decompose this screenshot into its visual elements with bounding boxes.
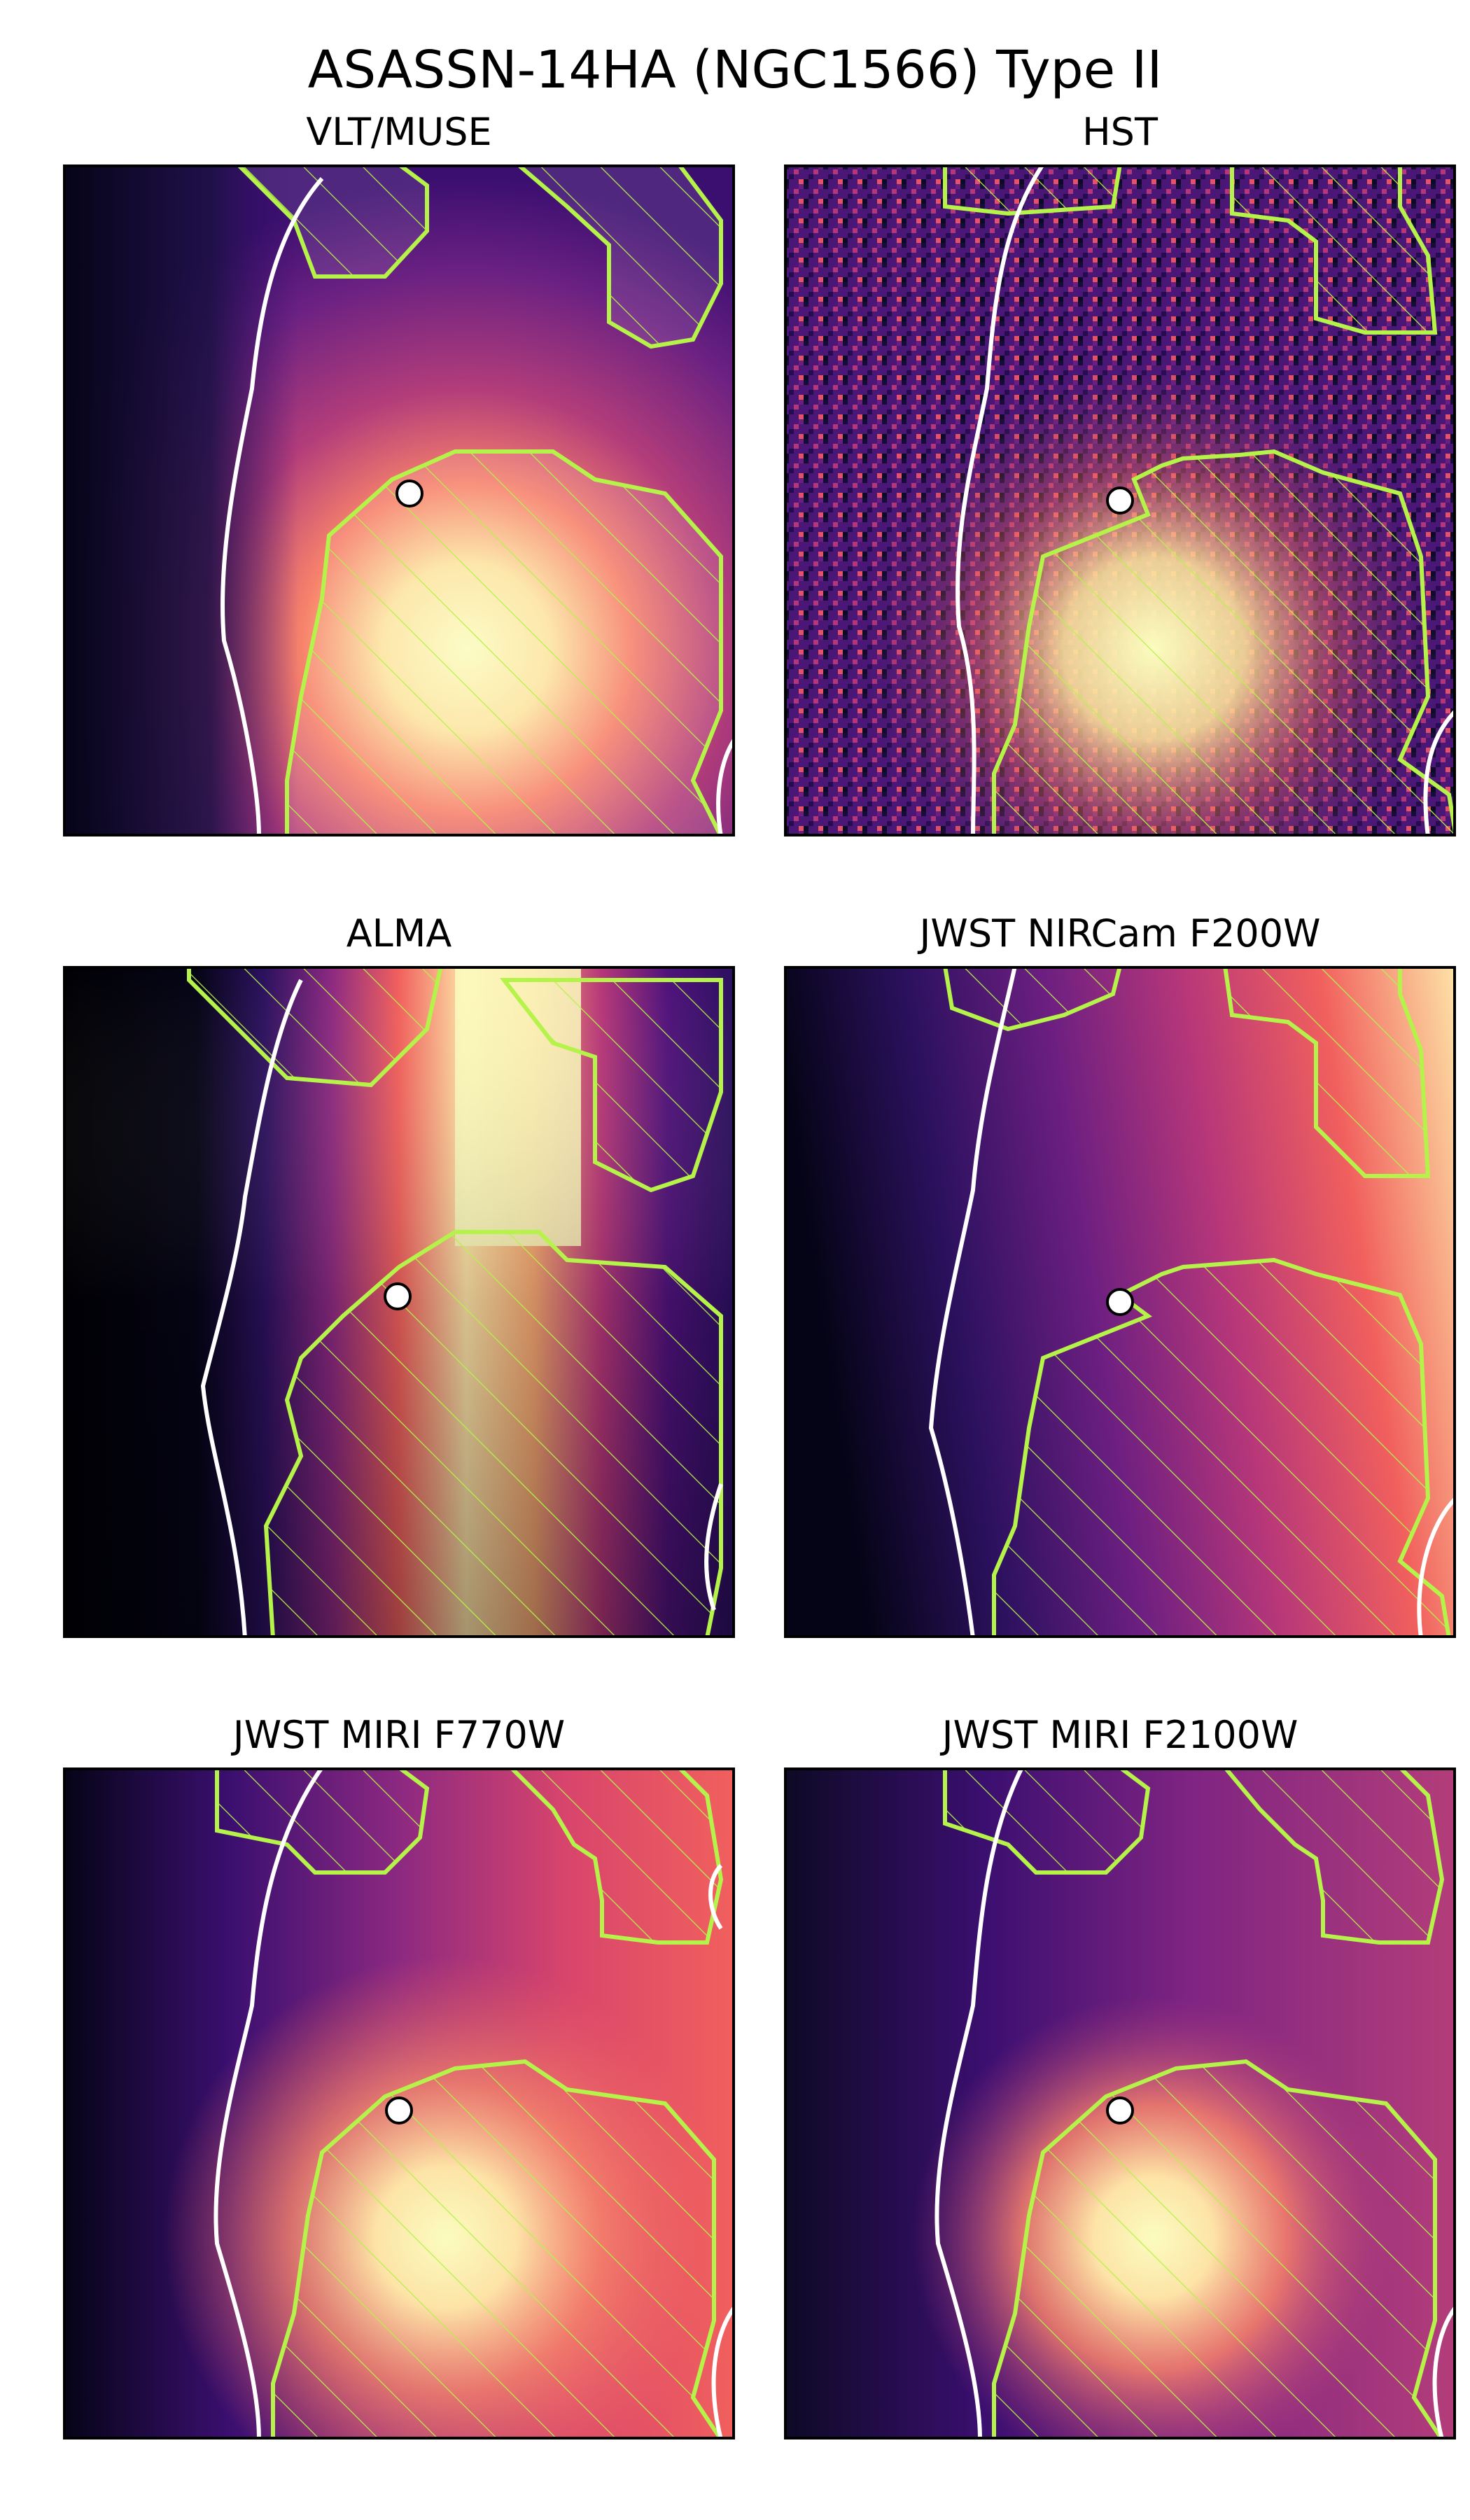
panel-title-vlt-muse: VLT/MUSE [306,110,492,154]
panel-title-jwst-miri-f2100w: JWST MIRI F2100W [941,1713,1298,1757]
panel-title-jwst-miri-f770w: JWST MIRI F770W [232,1713,566,1757]
image-vlt-muse [63,164,735,836]
panel-vlt-muse: VLT/MUSE [63,110,735,836]
sn-marker [1106,486,1134,514]
panel-jwst-nircam-f200w: JWST NIRCam F200W [784,911,1456,1638]
panel-alma: ALMA [63,911,735,1638]
sn-marker [396,479,424,507]
figure-title: ASASSN-14HA (NGC1566) Type II [307,40,1163,100]
image-jwst-miri-f2100w [784,1768,1456,2440]
panel-jwst-miri-f2100w: JWST MIRI F2100W [784,1713,1456,2440]
sn-marker [1106,2096,1134,2124]
panel-title-jwst-nircam-f200w: JWST NIRCam F200W [919,911,1321,955]
image-jwst-nircam-f200w [784,966,1456,1638]
sn-marker [384,1282,412,1310]
image-jwst-miri-f770w [63,1768,735,2440]
panel-hst: HST [784,110,1456,836]
image-alma [63,966,735,1638]
sn-marker [385,2096,413,2124]
panel-title-hst: HST [1082,110,1158,154]
panel-title-alma: ALMA [346,911,452,955]
sn-marker [1106,1288,1134,1316]
image-hst [784,164,1456,836]
panel-jwst-miri-f770w: JWST MIRI F770W [63,1713,735,2440]
